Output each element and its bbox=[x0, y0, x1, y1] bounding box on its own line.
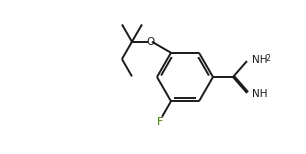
Text: NH: NH bbox=[252, 89, 267, 99]
Text: O: O bbox=[147, 37, 155, 47]
Text: F: F bbox=[157, 117, 163, 127]
Text: 2: 2 bbox=[266, 53, 271, 63]
Text: NH: NH bbox=[252, 55, 267, 65]
